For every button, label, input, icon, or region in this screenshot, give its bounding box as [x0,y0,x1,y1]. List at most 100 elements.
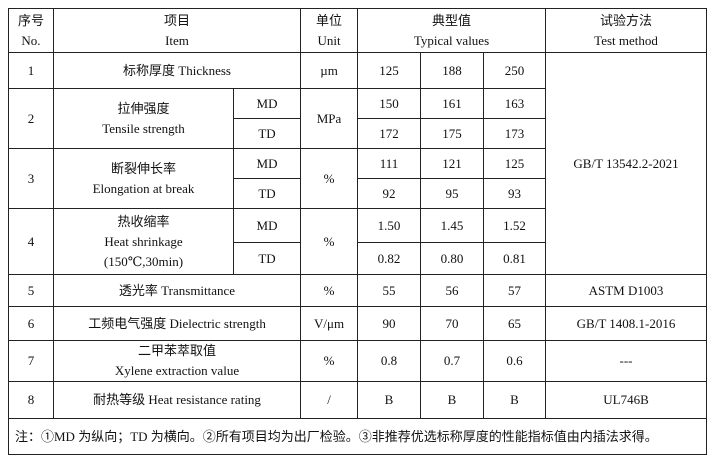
row-no: 3 [8,148,54,209]
table-row: 3 断裂伸长率 Elongation at break MD % 111 121 … [8,148,707,209]
row-item: 标称厚度 Thickness [52,52,302,89]
table-row: 5 透光率 Transmittance % 55 56 57 ASTM D100… [8,274,708,307]
value-cell: 70 [420,306,485,341]
value-cell: 0.7 [420,340,485,382]
row-item: 二甲苯萃取值 Xylene extraction value [52,340,302,382]
header-unit-cn: 单位 [316,12,343,28]
value-cell: B [483,381,547,419]
header-typical: 典型值 Typical values [357,8,547,53]
md-label: MD [232,208,302,243]
row-no: 6 [8,306,54,341]
table-row: 6 工频电气强度 Dielectric strength V/μm 90 70 … [8,306,708,341]
value-cell: 125 [483,148,547,179]
header-method-cn: 试验方法 [600,12,653,28]
row-item-cn: 断裂伸长率 [110,160,176,176]
table-row: TD 92 95 93 [9,178,707,209]
header-row: 序号 No. 项目 Item 单位 Unit 典型值 Typical values 试验… [8,8,708,53]
value-cell: 93 [483,178,547,209]
row-item-en: Heat shrinkage [104,233,183,249]
row-no: 7 [8,340,54,382]
row-method: ASTM D1003 [545,274,708,307]
value-cell: B [420,381,485,419]
header-typ-cn: 典型值 [432,12,472,28]
value-cell: 90 [357,306,422,341]
td-label: TD [232,178,302,209]
value-cell: 163 [483,88,547,119]
header-method-en: Test method [594,32,658,48]
row-no: 8 [8,381,54,419]
value-cell: 175 [420,118,485,149]
md-label: MD [232,88,302,119]
row-no: 5 [8,274,54,307]
row-unit: MPa [300,88,359,149]
row-item-cn: 热收缩率 [117,213,170,229]
value-cell: 172 [357,118,422,149]
value-cell: 57 [483,274,547,307]
header-typ-en: Typical values [413,32,490,48]
row-item-en: Elongation at break [92,180,195,196]
row-no: 1 [8,52,54,89]
row-unit: % [300,208,359,275]
table-note: 注：①MD 为纵向；TD 为横向。②所有项目均为出厂检验。③非推荐优选标称厚度的… [7,418,708,455]
row-item: 耐热等级 Heat resistance rating [52,381,302,419]
table-row: 2 拉伸强度 Tensile strength MD MPa 150 161 16… [8,88,707,149]
row-item-cn: 拉伸强度 [117,100,170,116]
header-item-cn: 项目 [164,12,191,28]
value-cell: 56 [420,274,485,307]
table-row: 1 标称厚度 Thickness µm 125 188 250 GB/T 135… [8,52,708,275]
row-item: 拉伸强度 Tensile strength [53,88,234,149]
row-unit: / [300,381,359,419]
header-method: 试验方法 Test method [545,8,708,53]
row-no: 4 [8,208,54,275]
row-item-cn: 二甲苯萃取值 [138,343,217,358]
row-item-cond: (150℃,30min) [103,253,184,269]
header-unit-en: Unit [317,32,341,48]
value-cell: 250 [483,52,547,89]
row-item-en: Tensile strength [102,120,185,136]
value-cell: 0.80 [420,242,485,275]
row-item: 工频电气强度 Dielectric strength [52,306,302,341]
header-no-cn: 序号 [17,12,44,28]
row-item: 透光率 Transmittance [52,274,302,307]
row-method: UL746B [545,381,708,419]
value-cell: 0.8 [357,340,422,382]
row-unit: V/μm [300,306,359,341]
td-label: TD [232,118,302,149]
row-unit: % [300,148,359,209]
header-item-en: Item [165,32,189,48]
row-method: GB/T 1408.1-2016 [545,306,708,341]
value-cell: 1.45 [420,208,485,243]
value-cell: 121 [420,148,485,179]
header-no-en: No. [21,32,41,48]
value-cell: 173 [483,118,547,149]
td-label: TD [232,242,302,275]
value-cell: 161 [420,88,485,119]
value-cell: B [357,381,422,419]
note-row: 注：①MD 为纵向；TD 为横向。②所有项目均为出厂检验。③非推荐优选标称厚度的… [7,418,708,455]
value-cell: 65 [483,306,547,341]
table-row: TD 172 175 173 [9,118,707,149]
row-method: --- [545,340,708,382]
row-unit: % [300,340,359,382]
value-cell: 95 [420,178,485,209]
value-cell: 125 [357,52,422,89]
header-unit: 单位 Unit [300,8,359,53]
row-item: 断裂伸长率 Elongation at break [53,148,234,209]
value-cell: 55 [357,274,422,307]
header-no: 序号 No. [8,8,54,53]
table-row: 4 热收缩率 Heat shrinkage (150℃,30min) MD % 1.… [8,208,707,275]
header-item: 项目 Item [52,8,302,53]
row-unit: µm [300,52,359,89]
row-method: GB/T 13542.2-2021 [545,52,708,275]
row-unit: % [300,274,359,307]
md-label: MD [232,148,302,179]
value-cell: 150 [357,88,422,119]
table-row: TD 0.82 0.80 0.81 [9,242,707,275]
row-item: 热收缩率 Heat shrinkage (150℃,30min) [53,208,234,275]
table-row: 7 二甲苯萃取值 Xylene extraction value % 0.8 0.… [8,340,708,382]
value-cell: 188 [420,52,485,89]
value-cell: 0.6 [483,340,547,382]
value-cell: 0.81 [483,242,547,275]
value-cell: 0.82 [357,242,422,275]
properties-table: 序号 No. 项目 Item 单位 Unit 典型值 Typical values 试验… [7,8,708,455]
